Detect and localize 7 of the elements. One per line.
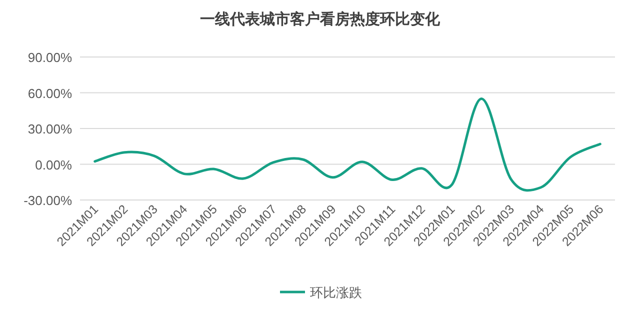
y-tick-label: 0.00%: [35, 157, 72, 172]
legend-label: 环比涨跌: [310, 285, 362, 300]
y-tick-label: 60.00%: [28, 86, 72, 101]
y-tick-label: 90.00%: [28, 50, 72, 65]
y-tick-label: 30.00%: [28, 122, 72, 136]
chart-title: 一线代表城市客户看房热度环比变化: [200, 10, 441, 28]
y-tick-label: -30.00%: [24, 193, 72, 208]
